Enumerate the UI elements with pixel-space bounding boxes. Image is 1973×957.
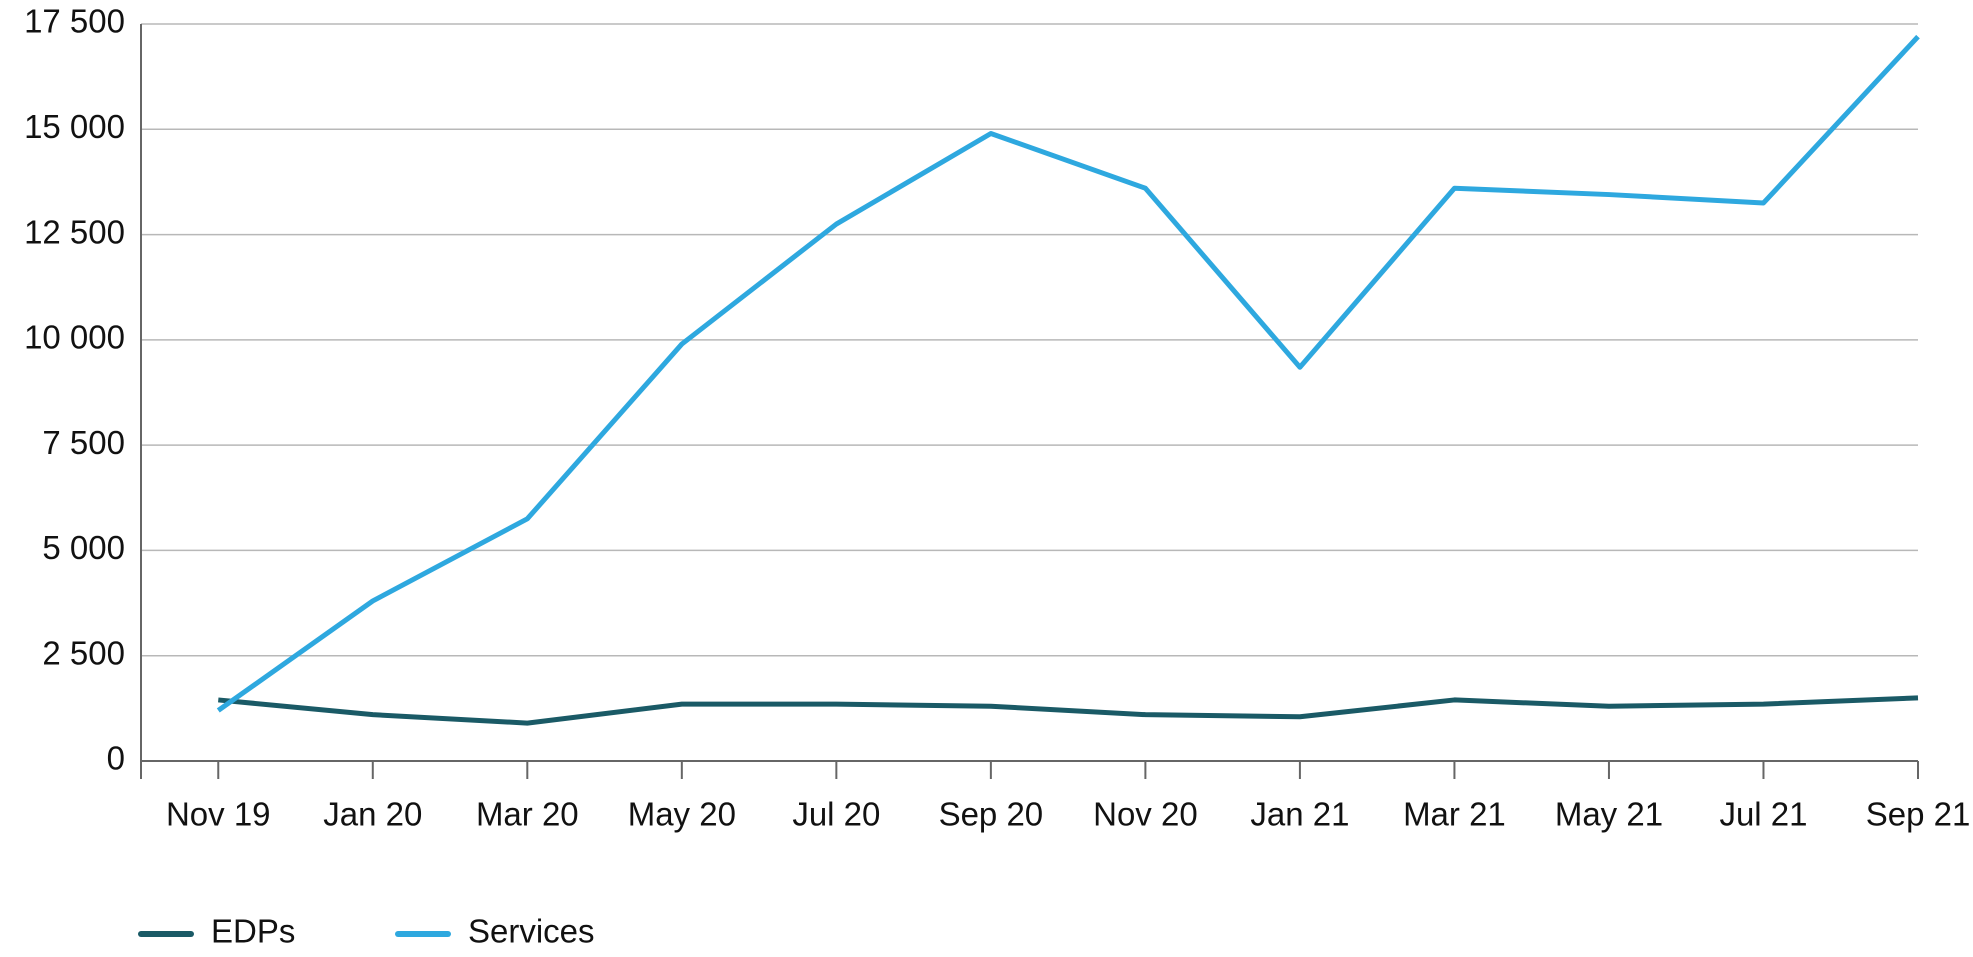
legend-label: EDPs bbox=[211, 913, 295, 950]
x-tick-label: May 20 bbox=[628, 796, 736, 833]
y-tick-label: 2 500 bbox=[42, 634, 125, 671]
x-tick-label: Nov 20 bbox=[1093, 796, 1198, 833]
y-tick-label: 7 500 bbox=[42, 424, 125, 461]
x-tick-label: Sep 21 bbox=[1866, 796, 1971, 833]
x-tick-label: Jul 21 bbox=[1719, 796, 1807, 833]
x-tick-label: Nov 19 bbox=[166, 796, 271, 833]
series-line bbox=[216, 34, 1920, 713]
y-tick-label: 5 000 bbox=[42, 529, 125, 566]
x-tick-label: Jul 20 bbox=[792, 796, 880, 833]
x-tick-label: Sep 20 bbox=[939, 796, 1044, 833]
y-tick-label: 12 500 bbox=[24, 213, 125, 250]
x-tick-label: Mar 21 bbox=[1403, 796, 1506, 833]
legend-label: Services bbox=[468, 913, 595, 950]
x-tick-label: Mar 20 bbox=[476, 796, 579, 833]
x-tick-label: May 21 bbox=[1555, 796, 1663, 833]
series-line bbox=[218, 695, 1919, 726]
y-tick-label: 15 000 bbox=[24, 108, 125, 145]
x-tick-label: Jan 20 bbox=[323, 796, 422, 833]
y-tick-label: 10 000 bbox=[24, 319, 125, 356]
y-tick-label: 17 500 bbox=[24, 3, 125, 40]
y-tick-label: 0 bbox=[107, 740, 125, 777]
x-tick-label: Jan 21 bbox=[1250, 796, 1349, 833]
